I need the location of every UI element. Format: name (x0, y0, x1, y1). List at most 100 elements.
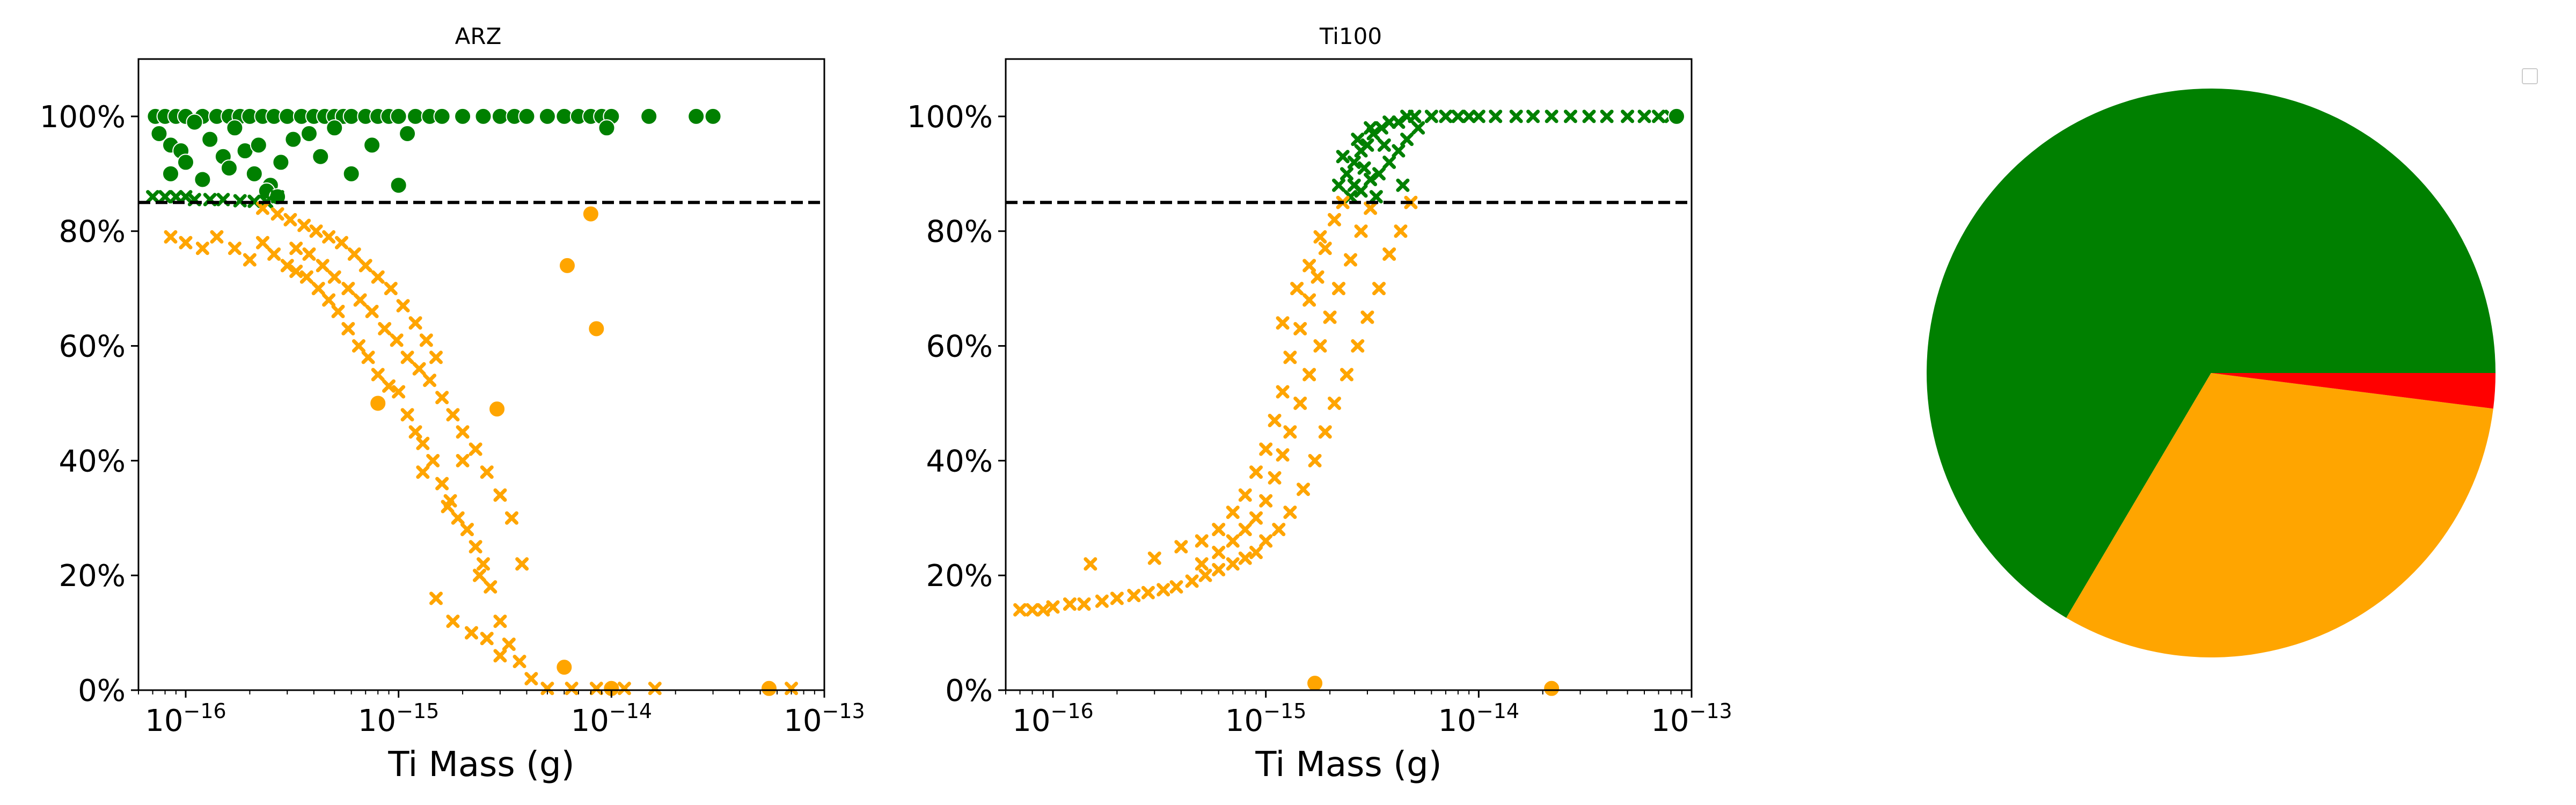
data-point (400, 350, 414, 364)
data-point (704, 107, 722, 125)
data-point (289, 265, 303, 279)
data-point (1308, 453, 1322, 467)
data-point (272, 153, 290, 171)
data-point (195, 241, 209, 255)
data-point (1276, 448, 1290, 462)
data-point (1127, 589, 1141, 603)
data-point (1026, 603, 1040, 617)
data-point (429, 591, 443, 605)
data-point (1340, 167, 1353, 181)
data-point (390, 107, 407, 125)
data-point (480, 465, 494, 479)
data-point (210, 230, 224, 244)
y-tick-label: 100% (40, 100, 126, 135)
data-point (390, 177, 407, 194)
data-point (1637, 109, 1651, 123)
data-point (1313, 230, 1327, 244)
data-point (502, 637, 516, 651)
data-point (1272, 523, 1286, 537)
data-point (1489, 109, 1503, 123)
data-point (760, 679, 778, 697)
data-point (472, 568, 486, 582)
data-point (1472, 109, 1485, 123)
data-point (186, 113, 203, 131)
data-point (474, 107, 492, 125)
y-tick-label: 0% (945, 674, 993, 708)
y-tick-label: 80% (59, 215, 126, 250)
data-point (1582, 109, 1596, 123)
data-point (1249, 465, 1263, 479)
data-point (464, 626, 478, 640)
data-point (1198, 568, 1212, 582)
data-point (371, 368, 385, 382)
data-point (598, 119, 616, 137)
data-point (1077, 597, 1091, 611)
data-point (1141, 586, 1155, 599)
data-point (270, 190, 284, 204)
data-point (347, 247, 361, 261)
data-point (255, 236, 269, 250)
panel-arz: ARZ 10−16 10−15 10−14 10−13 0% 20% 40% 60% 80% 1… (40, 23, 865, 785)
data-point (327, 270, 341, 284)
pie-slice (1927, 89, 2496, 618)
ti100-x-ticks: 10−16 10−15 10−14 10−13 (1005, 690, 1732, 738)
arz-plot-frame (137, 58, 825, 691)
data-point (341, 321, 355, 335)
data-point (297, 218, 311, 232)
data-point (456, 453, 470, 467)
data-point (226, 119, 244, 137)
data-point (369, 394, 387, 412)
data-point (1157, 583, 1170, 597)
pie-legend-box (2522, 68, 2538, 84)
data-point (1327, 213, 1341, 226)
data-point (416, 465, 430, 479)
data-point (1110, 591, 1124, 605)
data-point (1364, 173, 1378, 187)
data-point (300, 125, 318, 142)
x-tick-label: 10−16 (145, 699, 226, 738)
data-point (1331, 282, 1345, 296)
data-point (1283, 350, 1297, 364)
data-point (1357, 161, 1371, 175)
data-point (1364, 121, 1378, 135)
data-point (1046, 600, 1060, 614)
x-tick-label: 10−13 (784, 699, 865, 738)
x-tick-label: 10−14 (571, 699, 652, 738)
data-point (1226, 557, 1240, 571)
data-point (365, 304, 379, 318)
data-point (1600, 109, 1614, 123)
data-point (1396, 178, 1410, 192)
data-point (382, 379, 396, 393)
data-point (331, 304, 345, 318)
data-point (1238, 488, 1252, 502)
data-point (460, 523, 474, 537)
arz-title: ARZ (455, 23, 502, 49)
data-point (299, 270, 313, 284)
data-point (245, 165, 263, 182)
arz-scatter (146, 107, 799, 697)
data-point (270, 207, 284, 221)
arz-x-axis-label: Ti Mass (g) (387, 745, 574, 785)
data-point (1212, 523, 1226, 537)
data-point (392, 385, 406, 399)
data-point (1249, 511, 1263, 525)
data-point (640, 107, 658, 125)
data-point (342, 165, 360, 182)
data-point (1563, 109, 1577, 123)
pie-chart (1927, 89, 2496, 657)
data-point (1311, 270, 1324, 284)
data-point (150, 125, 168, 142)
data-point (342, 107, 360, 125)
data-point (1276, 316, 1290, 330)
data-point (1354, 224, 1368, 238)
data-point (1327, 396, 1341, 410)
data-point (341, 282, 355, 296)
data-point (1259, 534, 1273, 548)
data-point (322, 293, 336, 307)
data-point (1318, 425, 1332, 439)
data-point (1290, 282, 1304, 296)
data-point (1364, 201, 1378, 215)
data-point (1293, 396, 1307, 410)
data-point (316, 259, 330, 273)
data-point (441, 500, 455, 514)
